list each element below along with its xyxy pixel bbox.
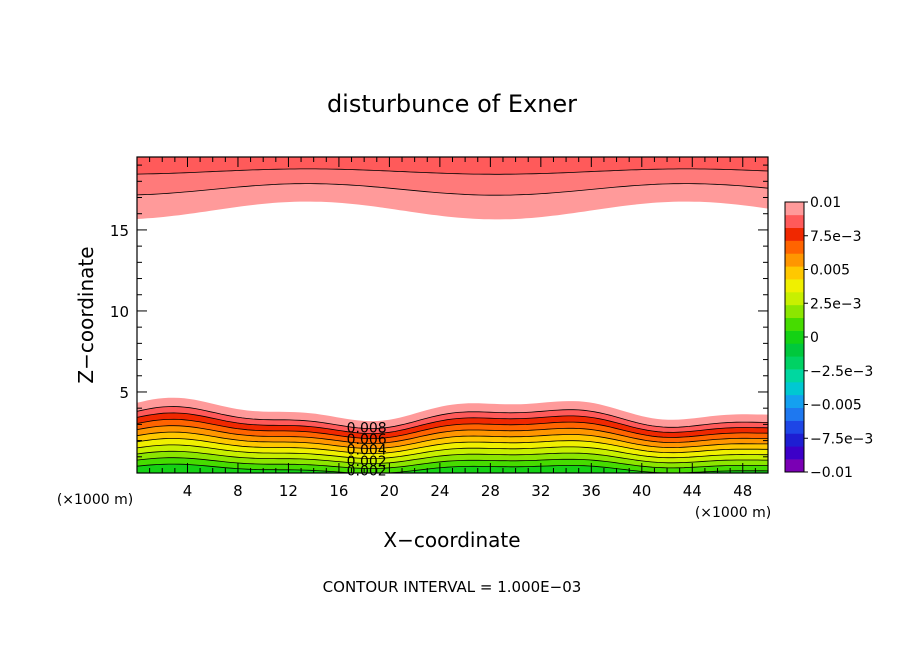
- colorbar-swatch: [785, 292, 804, 306]
- colorbar-label: 2.5e−3: [810, 296, 862, 312]
- y-tick-label: 5: [119, 384, 129, 402]
- colorbar-swatch: [785, 304, 804, 319]
- lower-contour-6: [137, 425, 768, 444]
- colorbar-label: −2.5e−3: [810, 364, 873, 380]
- colorbar-label: 0.005: [810, 263, 850, 279]
- upper-contour-0: [137, 183, 768, 196]
- chart-title: disturbunce of Exner: [327, 90, 577, 118]
- colorbar-label: 0: [810, 330, 819, 346]
- x-axis-ticks: 4 8 12 16 20 24 28 32 36 40 44 48: [149, 157, 756, 500]
- contour-label-0: 0.008: [347, 421, 387, 437]
- upper-contour-1: [137, 168, 768, 175]
- colorbar-swatch: [785, 343, 804, 357]
- lower-contour-1: [137, 457, 768, 469]
- lower-contour-3: [137, 444, 768, 459]
- colorbar-swatch: [785, 420, 804, 434]
- colorbar-swatch: [785, 330, 804, 344]
- colorbar-swatch: [785, 227, 804, 241]
- contour-label-2: 0.004: [347, 443, 387, 459]
- contour-label-4: 0.002: [347, 464, 387, 480]
- x-axis-label: X−coordinate: [383, 528, 520, 552]
- colorbar-swatch: [785, 446, 804, 460]
- colorbar-swatch: [785, 382, 804, 396]
- colorbar-swatch: [785, 279, 804, 293]
- x-tick-label: 40: [632, 482, 651, 500]
- x-tick-label: 20: [380, 482, 399, 500]
- colorbar-label: 0.01: [810, 195, 841, 211]
- x-tick-label: 24: [430, 482, 449, 500]
- lower-contour-2: [137, 450, 768, 464]
- colorbar-swatch: [785, 433, 804, 447]
- contour-lines: [137, 168, 768, 473]
- colorbar-label: −0.01: [810, 465, 853, 481]
- x-tick-label: 32: [531, 482, 550, 500]
- lower-contour-7: [137, 418, 768, 439]
- colorbar: 0.01 7.5e−3 0.005 2.5e−3 0 −2.5e−3 −0.005 −7.5e…: [784, 195, 873, 481]
- contour-label-3: 0.002: [347, 454, 387, 470]
- colorbar-swatch: [785, 253, 804, 267]
- lower-contour-4: [137, 438, 768, 454]
- colorbar-swatch: [785, 202, 804, 216]
- x-tick-label: 12: [279, 482, 298, 500]
- y-tick-label: 10: [110, 303, 129, 321]
- y-tick-label: 15: [110, 222, 129, 240]
- colorbar-label: −7.5e−3: [810, 431, 873, 447]
- colorbar-swatch: [785, 356, 804, 370]
- colorbar-swatch: [785, 407, 804, 421]
- y-axis-ticks: 5 10 15: [110, 164, 768, 458]
- colorbar-swatch: [785, 459, 804, 473]
- colorbar-swatch: [785, 240, 804, 254]
- lower-contour-9: [137, 406, 768, 430]
- upper-band-2: [137, 157, 768, 175]
- lower-contour-5: [137, 431, 768, 449]
- contour-label-1: 0.006: [347, 432, 387, 448]
- x-unit-left: (×1000 m): [57, 492, 133, 508]
- x-tick-label: 8: [233, 482, 243, 500]
- colorbar-swatch: [785, 369, 804, 383]
- x-unit-right: (×1000 m): [695, 505, 771, 521]
- contour-interval-note: CONTOUR INTERVAL = 1.000E−03: [323, 578, 582, 596]
- colorbar-swatch: [785, 266, 804, 280]
- x-tick-label: 36: [582, 482, 601, 500]
- x-tick-label: 16: [329, 482, 348, 500]
- x-tick-label: 44: [683, 482, 702, 500]
- colorbar-swatch: [785, 394, 804, 409]
- colorbar-swatch: [785, 317, 804, 331]
- x-tick-label: 48: [733, 482, 752, 500]
- colorbar-label: 7.5e−3: [810, 229, 862, 245]
- lower-contour-8: [137, 412, 768, 434]
- contour-fill: [137, 157, 768, 473]
- colorbar-label: −0.005: [810, 398, 862, 414]
- x-tick-label: 4: [183, 482, 193, 500]
- y-axis-label: Z−coordinate: [74, 246, 98, 383]
- x-tick-label: 28: [481, 482, 500, 500]
- colorbar-swatch: [785, 214, 804, 229]
